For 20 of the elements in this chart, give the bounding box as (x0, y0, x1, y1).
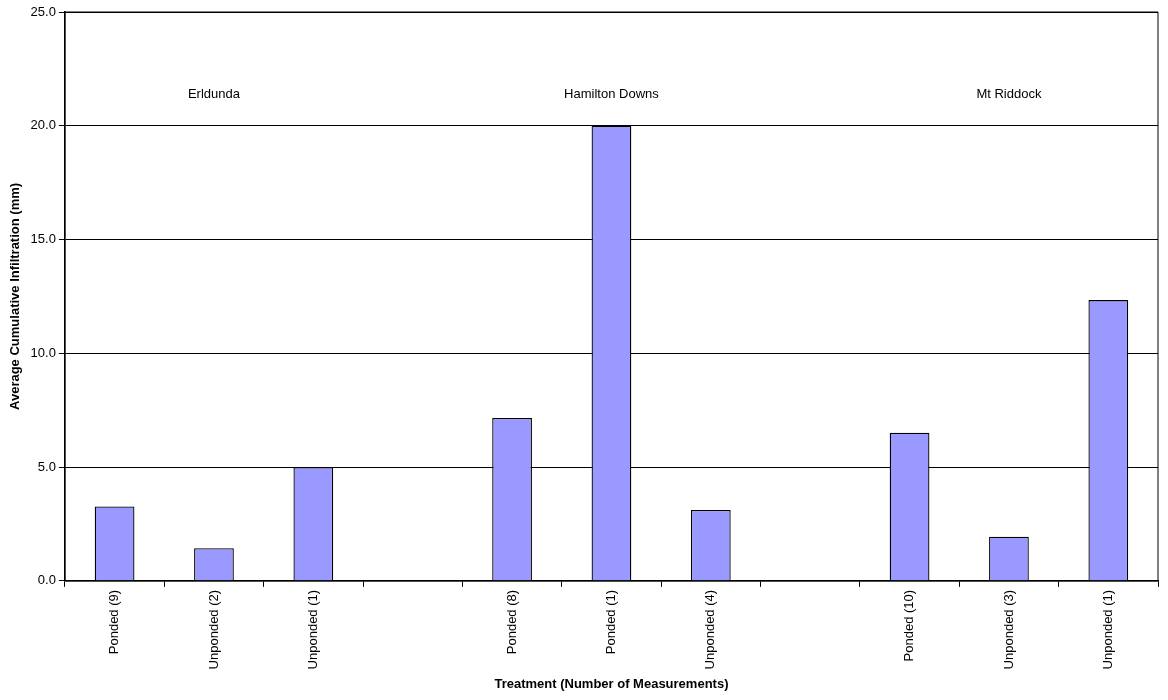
annotation: Mt Riddock (976, 86, 1042, 102)
y-axis-title: Average Cumulative Infiltration (mm) (7, 182, 23, 410)
x-tick-label: Unponded (1) (304, 589, 320, 670)
x-tick-label: Ponded (10) (901, 589, 917, 662)
x-tick-label: Unponded (3) (1000, 589, 1016, 670)
y-tick-label: 20.0 (30, 117, 56, 133)
x-tick-label: Unponded (4) (702, 589, 718, 670)
annotation: Hamilton Downs (564, 86, 660, 102)
x-tick-label: Unponded (2) (205, 589, 221, 670)
y-tick-label: 15.0 (30, 231, 56, 247)
x-tick-label: Ponded (9) (106, 589, 122, 655)
x-tick-label: Ponded (8) (503, 589, 519, 655)
x-tick-label: Unponded (1) (1099, 589, 1115, 670)
x-axis-title: Treatment (Number of Measurements) (494, 675, 729, 691)
y-tick-label: 10.0 (30, 344, 56, 360)
y-tick-label: 0.0 (37, 572, 56, 588)
y-tick-label: 25.0 (30, 3, 56, 19)
x-tick-label: Ponded (1) (603, 589, 619, 655)
annotation: Erldunda (187, 86, 241, 102)
y-tick-label: 5.0 (37, 458, 56, 474)
